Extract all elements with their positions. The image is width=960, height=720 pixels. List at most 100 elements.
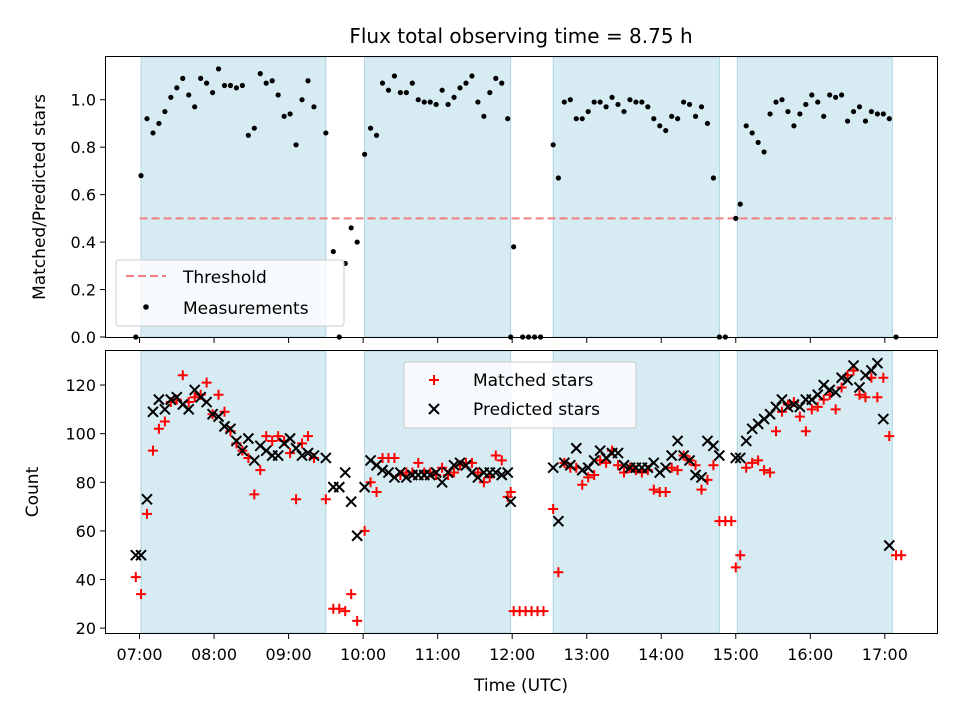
matched-star-point <box>449 467 460 478</box>
matched-star-point <box>478 477 489 488</box>
matched-star-point <box>730 562 741 573</box>
x-tick-label: 13:00 <box>564 645 610 664</box>
predicted-star-point <box>730 452 742 464</box>
measurement-point <box>257 71 263 77</box>
measurement-point <box>755 139 761 146</box>
top-measurement-points <box>133 66 899 340</box>
predicted-star-point <box>707 440 720 452</box>
measurement-point <box>162 108 168 115</box>
matched-star-point <box>147 445 158 456</box>
predicted-star-point <box>400 471 413 484</box>
measurement-point <box>686 101 693 108</box>
predicted-star-point <box>496 469 508 481</box>
predicted-star-point <box>212 410 225 423</box>
matched-star-point <box>285 448 296 459</box>
predicted-star-point <box>436 476 448 488</box>
predicted-star-point <box>847 359 860 372</box>
measurement-point <box>227 82 234 89</box>
top-y-tick-label: 0.2 <box>71 281 96 300</box>
measurement-point <box>439 87 445 93</box>
matched-star-point <box>771 426 782 437</box>
matched-star-point <box>753 455 764 466</box>
measurement-point <box>880 111 886 117</box>
measurement-point <box>692 113 699 119</box>
predicted-star-point <box>812 389 824 401</box>
predicted-star-point <box>612 447 624 459</box>
predicted-star-point <box>448 459 460 471</box>
measurement-point <box>367 125 374 131</box>
predicted-star-point <box>618 459 630 471</box>
x-tick-label: 09:00 <box>266 645 312 664</box>
matched-star-point <box>302 431 313 442</box>
x-tick-label: 11:00 <box>415 645 461 664</box>
matched-star-point <box>765 467 776 478</box>
predicted-star-point <box>740 435 752 447</box>
matched-star-point <box>747 457 758 468</box>
matched-star-point <box>273 431 284 442</box>
predicted-star-point <box>877 413 890 425</box>
matched-star-point <box>794 411 805 422</box>
measurement-point <box>505 116 511 122</box>
measurement-point <box>862 118 869 124</box>
measurement-point <box>391 73 398 79</box>
measurement-point <box>445 101 451 108</box>
bottom-x-ticks: 07:00 08:00 09:00 10:00 11:00 12:00 13:00 14:00… <box>116 633 908 664</box>
top-x-ticks <box>139 337 886 343</box>
measurement-point <box>348 225 354 231</box>
matched-star-point <box>159 416 170 427</box>
bottom-y-ticks: 20 40 60 80 100 120 <box>65 376 106 638</box>
measurement-point <box>645 104 651 110</box>
predicted-star-point <box>159 403 171 416</box>
matched-star-point <box>553 567 564 578</box>
measurement-point <box>663 127 669 134</box>
measurement-point <box>269 78 275 84</box>
matched-star-point <box>648 484 659 495</box>
predicted-star-point <box>200 396 213 408</box>
measurement-point <box>287 111 293 117</box>
bottom-plot-frame <box>105 350 938 634</box>
measurement-point <box>567 97 573 103</box>
bottom-y-tick-label: 60 <box>76 522 96 541</box>
measurement-point <box>675 116 681 122</box>
predicted-star-point <box>570 442 582 454</box>
measurement-point <box>379 80 386 86</box>
matched-star-point <box>201 377 212 388</box>
matched-star-point <box>291 494 302 505</box>
measurement-point <box>809 92 815 98</box>
matched-star-point <box>860 392 871 403</box>
measurement-point <box>761 149 767 155</box>
matched-star-point <box>548 504 559 515</box>
matched-star-point <box>618 467 629 478</box>
matched-star-point <box>660 487 671 497</box>
matched-star-point <box>352 615 363 626</box>
top-y-ticks: 0.0 0.2 0.4 0.6 0.8 1.0 <box>71 91 106 347</box>
measurement-point <box>311 104 317 110</box>
bottom-y-tick-label: 40 <box>76 571 96 590</box>
top-y-tick-label: 1.0 <box>71 91 96 110</box>
measurement-point <box>330 248 336 255</box>
measurement-point <box>633 99 639 105</box>
measurement-point <box>433 101 439 108</box>
matched-star-point <box>371 487 382 497</box>
measurement-point <box>827 92 833 98</box>
top-y-tick-label: 0.8 <box>71 138 96 157</box>
measurement-point <box>192 104 198 110</box>
matched-star-point <box>759 465 770 476</box>
measurement-point <box>797 111 803 117</box>
measurement-point <box>150 130 156 136</box>
measurement-point <box>627 97 633 103</box>
predicted-star-point <box>713 449 726 462</box>
measurement-point <box>597 99 603 105</box>
measurement-point <box>275 92 281 98</box>
measurement-point <box>773 99 779 105</box>
matched-star-point <box>177 370 188 381</box>
measurement-point <box>749 130 755 136</box>
measurement-point <box>511 244 517 250</box>
measurement-point <box>561 99 567 105</box>
matched-star-point <box>812 401 823 412</box>
matched-star-point <box>806 404 817 415</box>
matched-star-point <box>136 589 147 600</box>
predicted-star-point <box>829 386 842 399</box>
predicted-star-point <box>236 444 249 457</box>
measurement-point <box>245 132 251 138</box>
